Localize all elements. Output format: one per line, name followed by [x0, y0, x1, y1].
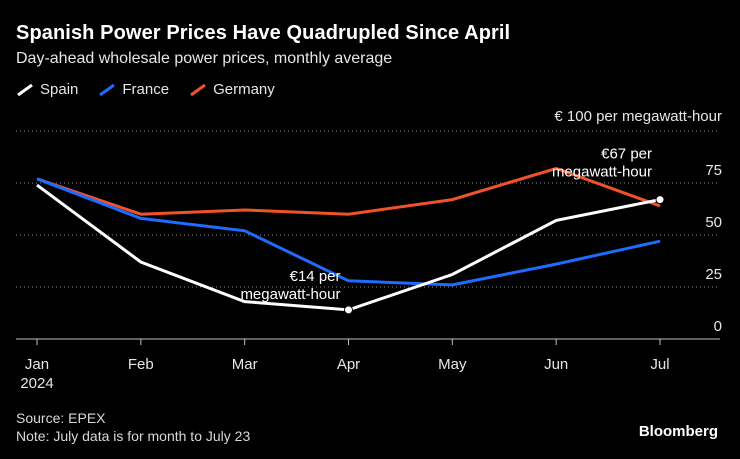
x-tick-label-jan: Jan — [25, 356, 49, 373]
x-tick-label-jul: Jul — [650, 356, 669, 373]
annotation-label-jul: megawatt-hour — [552, 164, 652, 181]
series-line-germany — [36, 166, 661, 216]
series-layer — [36, 166, 661, 312]
footer: Source: EPEX Note: July data is for mont… — [16, 409, 250, 445]
x-tick-label-apr: Apr — [337, 356, 360, 373]
x-axis: Jan 2024 Feb Mar Apr May Jun Jul — [20, 339, 670, 392]
legend-swatch-spain — [17, 83, 33, 96]
legend-item-france: France — [98, 81, 169, 98]
legend-label-germany: Germany — [213, 81, 275, 98]
legend-swatch-germany — [190, 83, 206, 96]
legend-item-spain: Spain — [16, 81, 78, 98]
grid-layer: 0 25 50 75 — [16, 130, 722, 340]
annotation-marker-jul — [655, 195, 665, 205]
y-tick-label-50: 50 — [705, 214, 722, 231]
y-tick-label-25: 25 — [705, 266, 722, 283]
bloomberg-logo: Bloomberg — [638, 423, 718, 440]
annotation-marker-apr — [344, 305, 353, 315]
source-note: Source: EPEX — [16, 410, 106, 426]
chart-subtitle: Day-ahead wholesale power prices, monthl… — [16, 50, 393, 67]
x-tick-sublabel-2024: 2024 — [20, 375, 53, 392]
y-axis-unit-label: € 100 per megawatt-hour — [554, 108, 722, 125]
x-tick-label-mar: Mar — [232, 356, 258, 373]
x-tick-label-jun: Jun — [544, 356, 568, 373]
series-line-france — [36, 177, 661, 287]
legend-item-germany: Germany — [189, 81, 275, 98]
series-line-spain — [36, 183, 661, 312]
legend: Spain France Germany — [16, 81, 295, 98]
x-tick-label-feb: Feb — [128, 356, 154, 373]
legend-label-france: France — [122, 81, 170, 98]
x-tick-label-may: May — [438, 356, 467, 373]
chart-title: Spanish Power Prices Have Quadrupled Sin… — [16, 22, 511, 44]
annotation-label-apr: €14 per — [290, 268, 341, 285]
y-tick-label-75: 75 — [705, 162, 722, 179]
annotation-label-jul: €67 per — [601, 146, 652, 163]
data-note: Note: July data is for month to July 23 — [16, 428, 251, 444]
y-tick-label-0: 0 — [714, 318, 722, 335]
legend-swatch-france — [99, 83, 116, 96]
legend-label-spain: Spain — [40, 81, 79, 98]
annotation-label-apr: megawatt-hour — [240, 286, 340, 303]
